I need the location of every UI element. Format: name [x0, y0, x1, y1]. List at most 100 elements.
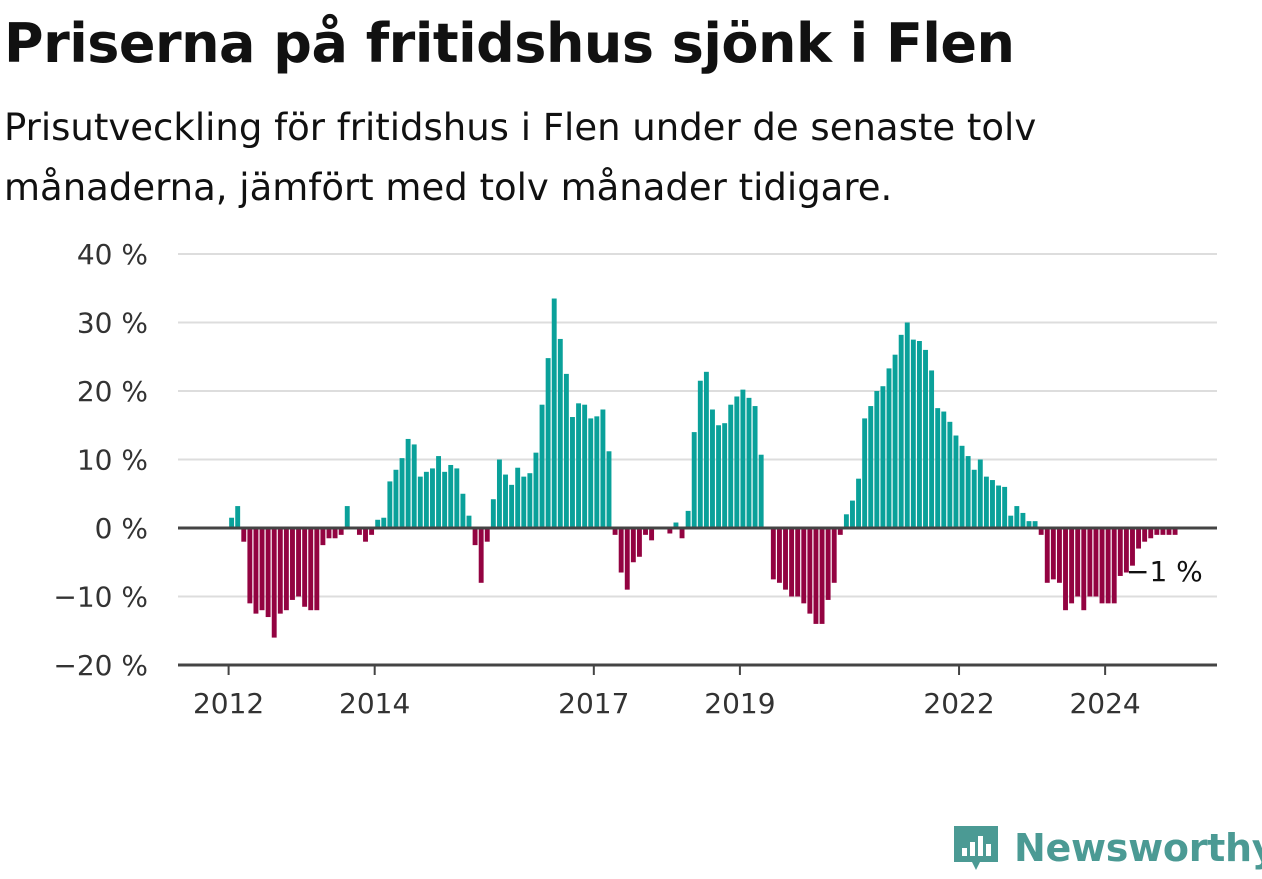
- bar: [235, 506, 241, 528]
- bar: [570, 417, 575, 528]
- bar: [521, 476, 527, 529]
- bar: [916, 341, 922, 528]
- bar: [776, 528, 782, 583]
- bar: [527, 473, 533, 528]
- x-tick-label: 2022: [923, 687, 994, 720]
- y-tick-label: 20 %: [77, 375, 148, 408]
- bar: [801, 528, 807, 604]
- bar: [612, 528, 618, 535]
- bar: [393, 469, 399, 528]
- bar: [1148, 528, 1154, 539]
- y-tick-label: 10 %: [77, 444, 148, 477]
- bar: [819, 528, 825, 624]
- bar: [898, 334, 904, 528]
- bars: [229, 298, 1178, 638]
- bar: [375, 519, 381, 528]
- bar: [624, 528, 630, 590]
- bar: [752, 406, 758, 528]
- bar: [643, 528, 648, 535]
- bar: [983, 476, 989, 529]
- brand: Newsworthy: [950, 818, 1262, 878]
- bar: [874, 391, 880, 528]
- bar: [673, 522, 679, 528]
- bar: [1105, 528, 1111, 604]
- bar: [545, 358, 551, 528]
- bar: [1099, 528, 1105, 604]
- bar: [326, 528, 332, 539]
- bar: [1044, 528, 1050, 583]
- y-tick-label: −10 %: [53, 581, 148, 614]
- bar: [959, 445, 965, 528]
- y-tick-label: 0 %: [95, 512, 148, 545]
- bar: [1166, 528, 1172, 535]
- latest-value-label: −1 %: [1126, 555, 1203, 588]
- bar: [551, 298, 557, 528]
- bar: [369, 528, 375, 535]
- bar: [253, 528, 259, 614]
- axes: [178, 526, 1217, 667]
- newsworthy-logo-icon: [954, 826, 998, 870]
- bar: [886, 368, 892, 528]
- bar: [1087, 528, 1093, 597]
- bar: [649, 528, 655, 541]
- bar: [1142, 528, 1148, 542]
- bar: [746, 397, 752, 528]
- y-tick-label: −20 %: [53, 649, 148, 682]
- bar: [679, 528, 685, 539]
- bar: [320, 528, 326, 546]
- bar: [430, 468, 435, 528]
- brand-name: Newsworthy: [1014, 826, 1262, 870]
- bar: [405, 438, 411, 528]
- bar: [996, 485, 1002, 528]
- bar: [856, 478, 862, 528]
- bar: [356, 528, 362, 535]
- x-tick-label: 2019: [704, 687, 775, 720]
- bar: [850, 500, 855, 528]
- bar: [423, 471, 429, 528]
- bar: [630, 528, 636, 563]
- gridlines: [178, 253, 1217, 598]
- bar: [600, 409, 606, 528]
- bar: [515, 467, 521, 528]
- bar: [770, 528, 776, 580]
- bar: [831, 528, 837, 583]
- bar: [466, 515, 472, 528]
- bar: [448, 464, 454, 528]
- bar: [910, 339, 916, 529]
- bar: [563, 373, 569, 529]
- bar: [716, 425, 722, 528]
- bar: [594, 416, 600, 529]
- bar: [1123, 528, 1129, 573]
- bar: [691, 432, 697, 528]
- bar: [795, 528, 801, 597]
- bar: [1032, 521, 1038, 528]
- bar: [247, 528, 253, 604]
- x-tick-label: 2024: [1069, 687, 1140, 720]
- bar: [703, 371, 709, 528]
- bar: [1160, 528, 1166, 535]
- bar: [539, 404, 545, 528]
- bar: [862, 418, 868, 528]
- bar: [1069, 528, 1075, 604]
- bar: [503, 474, 508, 528]
- bar: [618, 528, 624, 573]
- bar: [1008, 515, 1014, 528]
- bar: [868, 406, 874, 528]
- bar: [789, 528, 795, 597]
- bar: [904, 322, 910, 528]
- bar: [710, 409, 715, 528]
- bar: [557, 338, 563, 528]
- bar: [1026, 521, 1032, 528]
- bar: [1063, 528, 1068, 611]
- x-tick-label: 2017: [558, 687, 629, 720]
- bar: [576, 403, 582, 528]
- bar: [588, 418, 594, 528]
- bar: [277, 528, 283, 614]
- bar: [965, 456, 971, 528]
- bar: [271, 528, 277, 638]
- bar: [442, 471, 448, 528]
- bar: [1111, 528, 1117, 604]
- bar: [478, 528, 484, 583]
- bar: [436, 456, 442, 528]
